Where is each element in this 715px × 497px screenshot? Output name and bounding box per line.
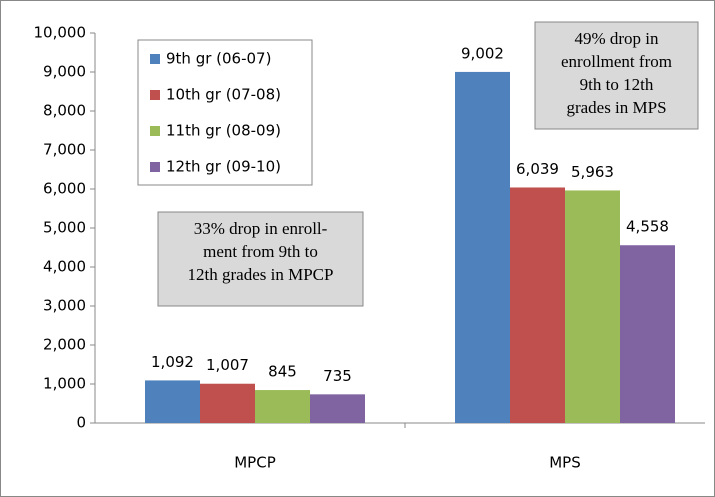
annotation-text: enrollment from [561,52,672,71]
value-label-bg [512,158,563,181]
legend-label: 10th gr (07-08) [166,86,281,104]
legend-label: 12th gr (09-10) [166,158,281,176]
value-label-bg [457,42,508,65]
value-label-bg [147,351,198,374]
annotation-box [534,21,699,130]
bar [620,245,675,423]
legend-swatch [150,54,160,64]
y-tick-label: 8,000 [43,102,86,120]
y-tick-label: 3,000 [43,297,86,315]
bar [310,394,365,423]
bar [200,383,255,423]
y-tick-label: 4,000 [43,258,86,276]
value-label: 4,558 [626,218,669,236]
y-tick-label: 6,000 [43,180,86,198]
annotation-text: 33% drop in enroll- [194,219,328,238]
value-label-bg [567,161,618,184]
value-label-bg [622,216,673,239]
legend-swatch [150,126,160,136]
value-label: 5,963 [571,163,614,181]
annotation-text: ment from 9th to [203,242,318,261]
value-label: 735 [323,367,352,385]
x-tick-label: MPS [549,454,581,472]
annotation-box [157,211,364,307]
y-tick-label: 10,000 [34,24,87,42]
annotation-text: 12th grades in MPCP [188,265,334,284]
y-tick-label: 1,000 [43,375,86,393]
legend-box [137,39,313,186]
annotation-text: grades in MPS [566,98,666,117]
bar [455,71,510,423]
legend-label: 11th gr (08-09) [166,122,281,140]
value-label-bg [257,361,308,384]
y-tick-label: 9,000 [43,63,86,81]
legend-swatch [150,90,160,100]
value-label: 9,002 [461,44,504,62]
annotation-text: 9th to 12th [580,75,654,94]
y-tick-label: 2,000 [43,336,86,354]
value-label: 6,039 [516,160,559,178]
bar [255,390,310,423]
bar [145,380,200,423]
value-label-bg [312,365,363,388]
y-tick-label: 7,000 [43,141,86,159]
legend-label: 9th gr (06-07) [166,50,271,68]
bar [510,187,565,423]
value-label: 1,092 [151,353,194,371]
value-label: 845 [268,363,297,381]
value-label: 1,007 [206,356,249,374]
bar [565,190,620,423]
y-tick-label: 5,000 [43,219,86,237]
x-tick-label: MPCP [234,454,276,472]
value-label-bg [202,354,253,377]
y-tick-label: 0 [76,414,86,432]
legend-swatch [150,162,160,172]
annotation-text: 49% drop in [574,29,659,48]
